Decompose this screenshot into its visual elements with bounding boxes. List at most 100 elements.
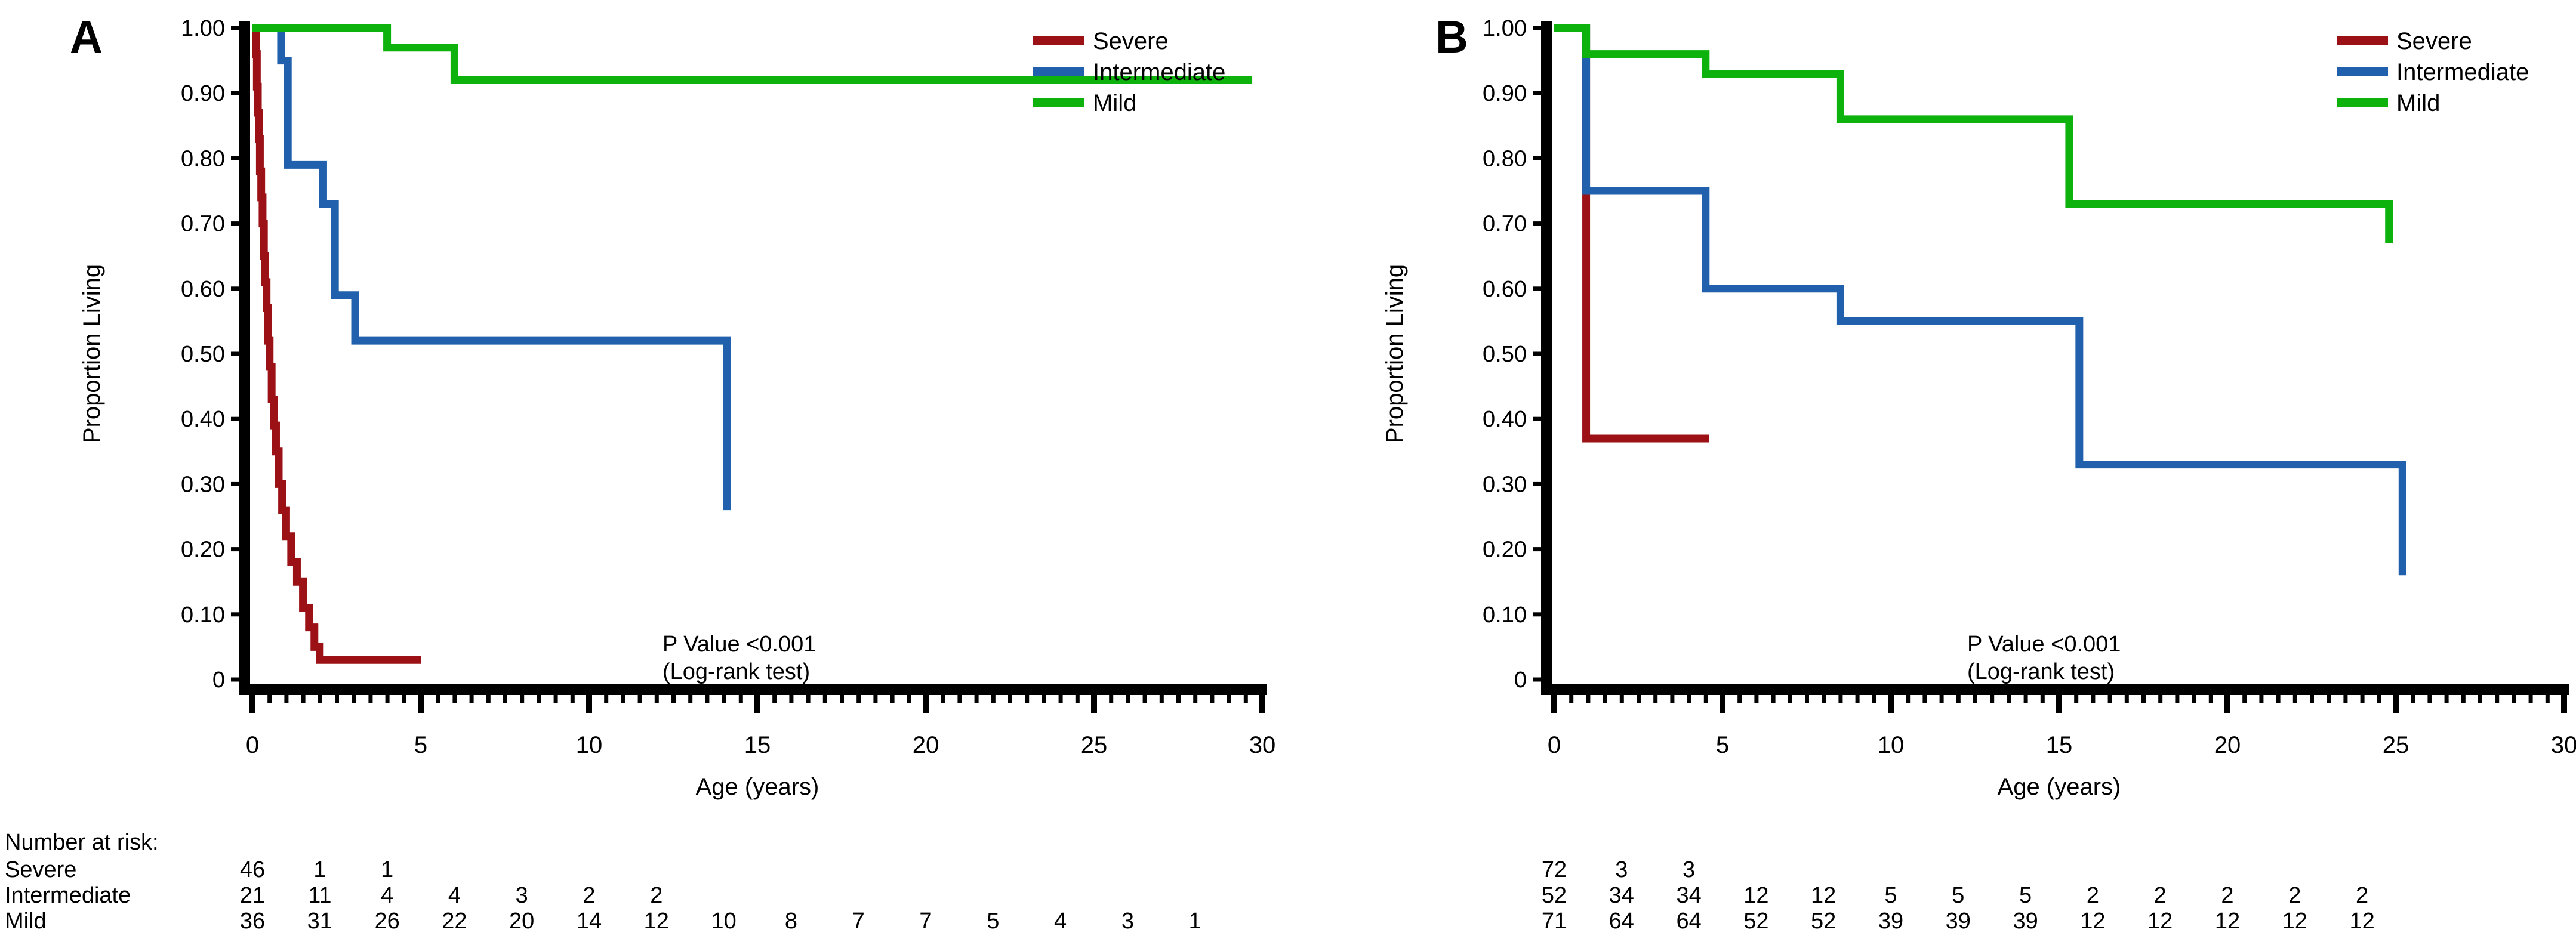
x-major-tick (2393, 695, 2399, 713)
x-major-tick (754, 695, 760, 713)
x-minor-tick (772, 695, 777, 703)
x-minor-tick (1872, 695, 1876, 703)
y-tick (231, 677, 239, 682)
y-tick-label: 0.50 (181, 342, 225, 367)
x-minor-tick (738, 695, 743, 703)
y-tick-label: 0.70 (181, 212, 225, 237)
x-minor-tick (2377, 695, 2381, 703)
x-minor-tick (553, 695, 558, 703)
x-minor-tick (1687, 695, 1691, 703)
legend: Severe Intermediate Mild (2337, 28, 2529, 116)
legend-label-severe: Severe (2396, 28, 2472, 54)
x-minor-tick (1788, 695, 1792, 703)
at-risk-title: Number at risk: (5, 830, 159, 855)
at-risk-value: 46 (240, 857, 265, 882)
x-tick-label: 15 (2046, 732, 2073, 758)
x-axis-ticks: 0 5 10 15 20 25 30 (246, 695, 1275, 758)
at-risk-value: 2 (2356, 883, 2368, 908)
x-minor-tick (2478, 695, 2482, 703)
at-risk-value: 1 (381, 857, 393, 882)
y-axis-line (1541, 21, 1552, 695)
at-risk-value: 3 (1121, 909, 1134, 934)
x-tick-label: 20 (2214, 732, 2241, 758)
pvalue-annotation: P Value <0.001(Log-rank test) (1967, 632, 2121, 684)
at-risk-value: 4 (1054, 909, 1067, 934)
y-tick (1533, 612, 1541, 617)
legend-swatch-mild (1033, 98, 1084, 107)
x-minor-tick (654, 695, 659, 703)
x-minor-tick (957, 695, 962, 703)
legend-label-mild: Mild (1093, 90, 1136, 116)
x-minor-tick (722, 695, 726, 703)
x-minor-tick (1569, 695, 1574, 703)
x-minor-tick (1838, 695, 1843, 703)
x-minor-tick (1771, 695, 1776, 703)
mild-curve (252, 24, 1253, 84)
y-tick (1533, 677, 1541, 682)
x-minor-tick (1586, 695, 1591, 703)
x-minor-tick (520, 695, 525, 703)
pvalue-line2: (Log-rank test) (663, 659, 810, 684)
at-risk-value: 2 (583, 883, 595, 908)
y-tick-label: 0.30 (181, 472, 225, 497)
x-minor-tick (1619, 695, 1624, 703)
y-tick (231, 547, 239, 552)
curves (1554, 24, 2406, 576)
at-risk-value: 39 (2013, 909, 2038, 934)
x-minor-tick (2158, 695, 2163, 703)
x-major-tick (1091, 695, 1097, 713)
at-risk-value: 52 (1542, 883, 1567, 908)
x-minor-tick (1603, 695, 1607, 703)
x-major-tick (1720, 695, 1725, 713)
x-tick-label: 10 (576, 732, 603, 758)
at-risk-value: 12 (2147, 909, 2173, 934)
severe-curve (252, 24, 421, 664)
y-tick-label: 0.10 (181, 603, 225, 628)
y-tick-label: 0.70 (1483, 212, 1527, 237)
y-tick (1533, 481, 1541, 486)
at-risk-value: 12 (1743, 883, 1768, 908)
at-risk-value: 21 (240, 883, 265, 908)
x-minor-tick (301, 695, 306, 703)
x-minor-tick (1210, 695, 1215, 703)
x-minor-tick (352, 695, 356, 703)
at-risk-value: 39 (1878, 909, 1903, 934)
y-tick (1533, 351, 1541, 356)
x-minor-tick (856, 695, 861, 703)
at-risk-value: 10 (711, 909, 736, 934)
legend-label-intermediate: Intermediate (2396, 59, 2529, 85)
at-risk-value: 64 (1676, 909, 1701, 934)
at-risk-value: 36 (240, 909, 265, 934)
at-risk-value: 3 (1615, 857, 1628, 882)
y-tick (231, 351, 239, 356)
x-minor-tick (991, 695, 996, 703)
x-minor-tick (1075, 695, 1080, 703)
x-minor-tick (1193, 695, 1198, 703)
at-risk-value: 12 (2215, 909, 2240, 934)
x-minor-tick (486, 695, 491, 703)
x-minor-tick (2208, 695, 2213, 703)
panel-label: B (1435, 12, 1468, 63)
at-risk-row-label: Severe (5, 857, 76, 882)
y-tick-label: 0.40 (1483, 407, 1527, 432)
x-minor-tick (671, 695, 676, 703)
x-minor-tick (2495, 695, 2500, 703)
x-minor-tick (570, 695, 575, 703)
pvalue-line1: P Value <0.001 (663, 632, 816, 657)
x-tick-label: 20 (913, 732, 939, 758)
y-tick-label: 0.90 (1483, 81, 1527, 106)
x-minor-tick (1973, 695, 1977, 703)
at-risk-value: 1 (1189, 909, 1201, 934)
x-minor-tick (267, 695, 272, 703)
severe-curve (1554, 24, 1709, 443)
at-risk-value: 12 (2349, 909, 2374, 934)
x-minor-tick (1653, 695, 1658, 703)
x-major-tick (1259, 695, 1265, 713)
x-tick-label: 10 (1878, 732, 1905, 758)
x-minor-tick (2444, 695, 2449, 703)
x-minor-tick (974, 695, 979, 703)
x-minor-tick (890, 695, 895, 703)
x-minor-tick (1025, 695, 1030, 703)
x-axis-line (239, 684, 1267, 695)
x-minor-tick (2141, 695, 2146, 703)
